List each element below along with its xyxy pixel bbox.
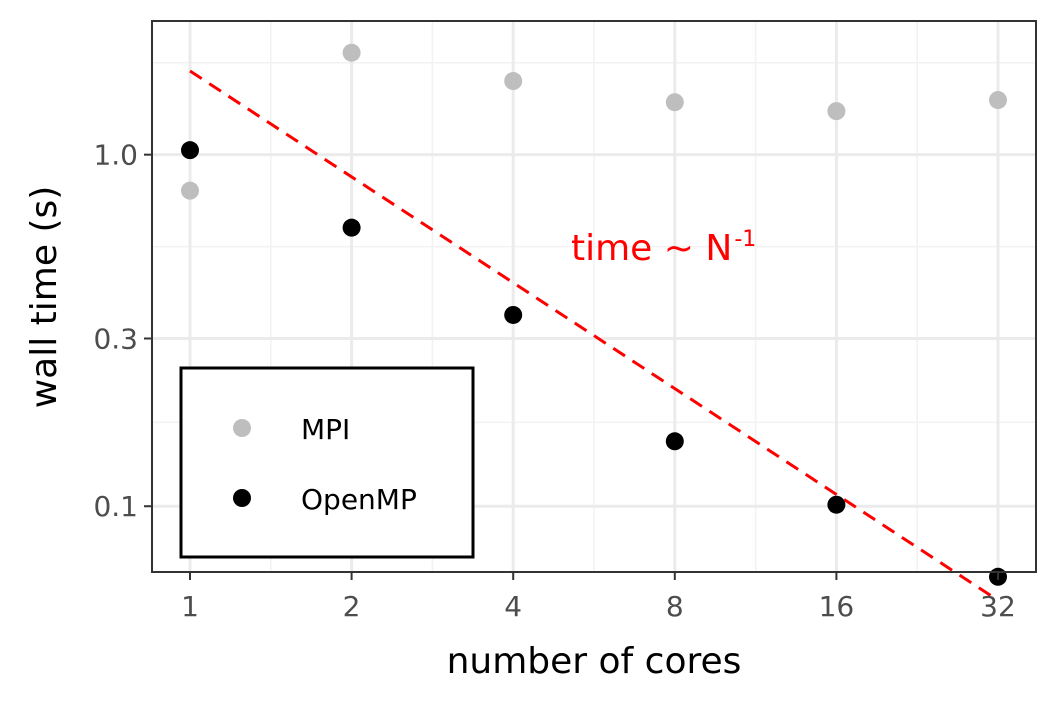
legend-label-mpi: MPI <box>301 413 350 446</box>
point-openmp-16 <box>827 495 846 514</box>
y-tick-label: 1.0 <box>93 139 138 172</box>
point-openmp-8 <box>665 432 684 451</box>
y-axis-title: wall time (s) <box>24 186 65 409</box>
point-mpi-32 <box>989 91 1007 110</box>
annotation-main: time ~ N <box>571 228 732 269</box>
y-tick-label: 0.1 <box>93 490 138 523</box>
point-mpi-4 <box>504 72 523 91</box>
point-openmp-4 <box>504 305 523 324</box>
annotation-superscript: -1 <box>734 227 756 252</box>
point-openmp-2 <box>342 218 361 237</box>
point-openmp-1 <box>181 141 199 160</box>
legend-label-openmp: OpenMP <box>301 483 417 516</box>
point-mpi-8 <box>665 93 684 112</box>
x-tick-label: 4 <box>504 590 522 623</box>
point-mpi-2 <box>342 43 361 62</box>
legend-marker-mpi <box>233 419 251 437</box>
x-tick-label: 8 <box>666 590 684 623</box>
y-tick-label: 0.3 <box>93 322 138 355</box>
legend-marker-openmp <box>233 489 251 507</box>
x-axis: 1 2 4 8 16 32 <box>181 572 1016 623</box>
point-mpi-1 <box>181 181 199 200</box>
point-mpi-16 <box>827 102 846 121</box>
panel-border <box>151 20 1037 573</box>
legend: MPI OpenMP <box>179 366 475 559</box>
legend-box <box>179 366 475 559</box>
x-tick-label: 1 <box>181 590 199 623</box>
x-tick-label: 16 <box>819 590 855 623</box>
x-tick-label: 32 <box>980 590 1016 623</box>
x-tick-label: 2 <box>343 590 361 623</box>
x-axis-title: number of cores <box>447 641 742 682</box>
annotation-label: time ~ N-1 <box>571 227 756 269</box>
y-axis: 0.1 0.3 1.0 <box>93 139 152 523</box>
